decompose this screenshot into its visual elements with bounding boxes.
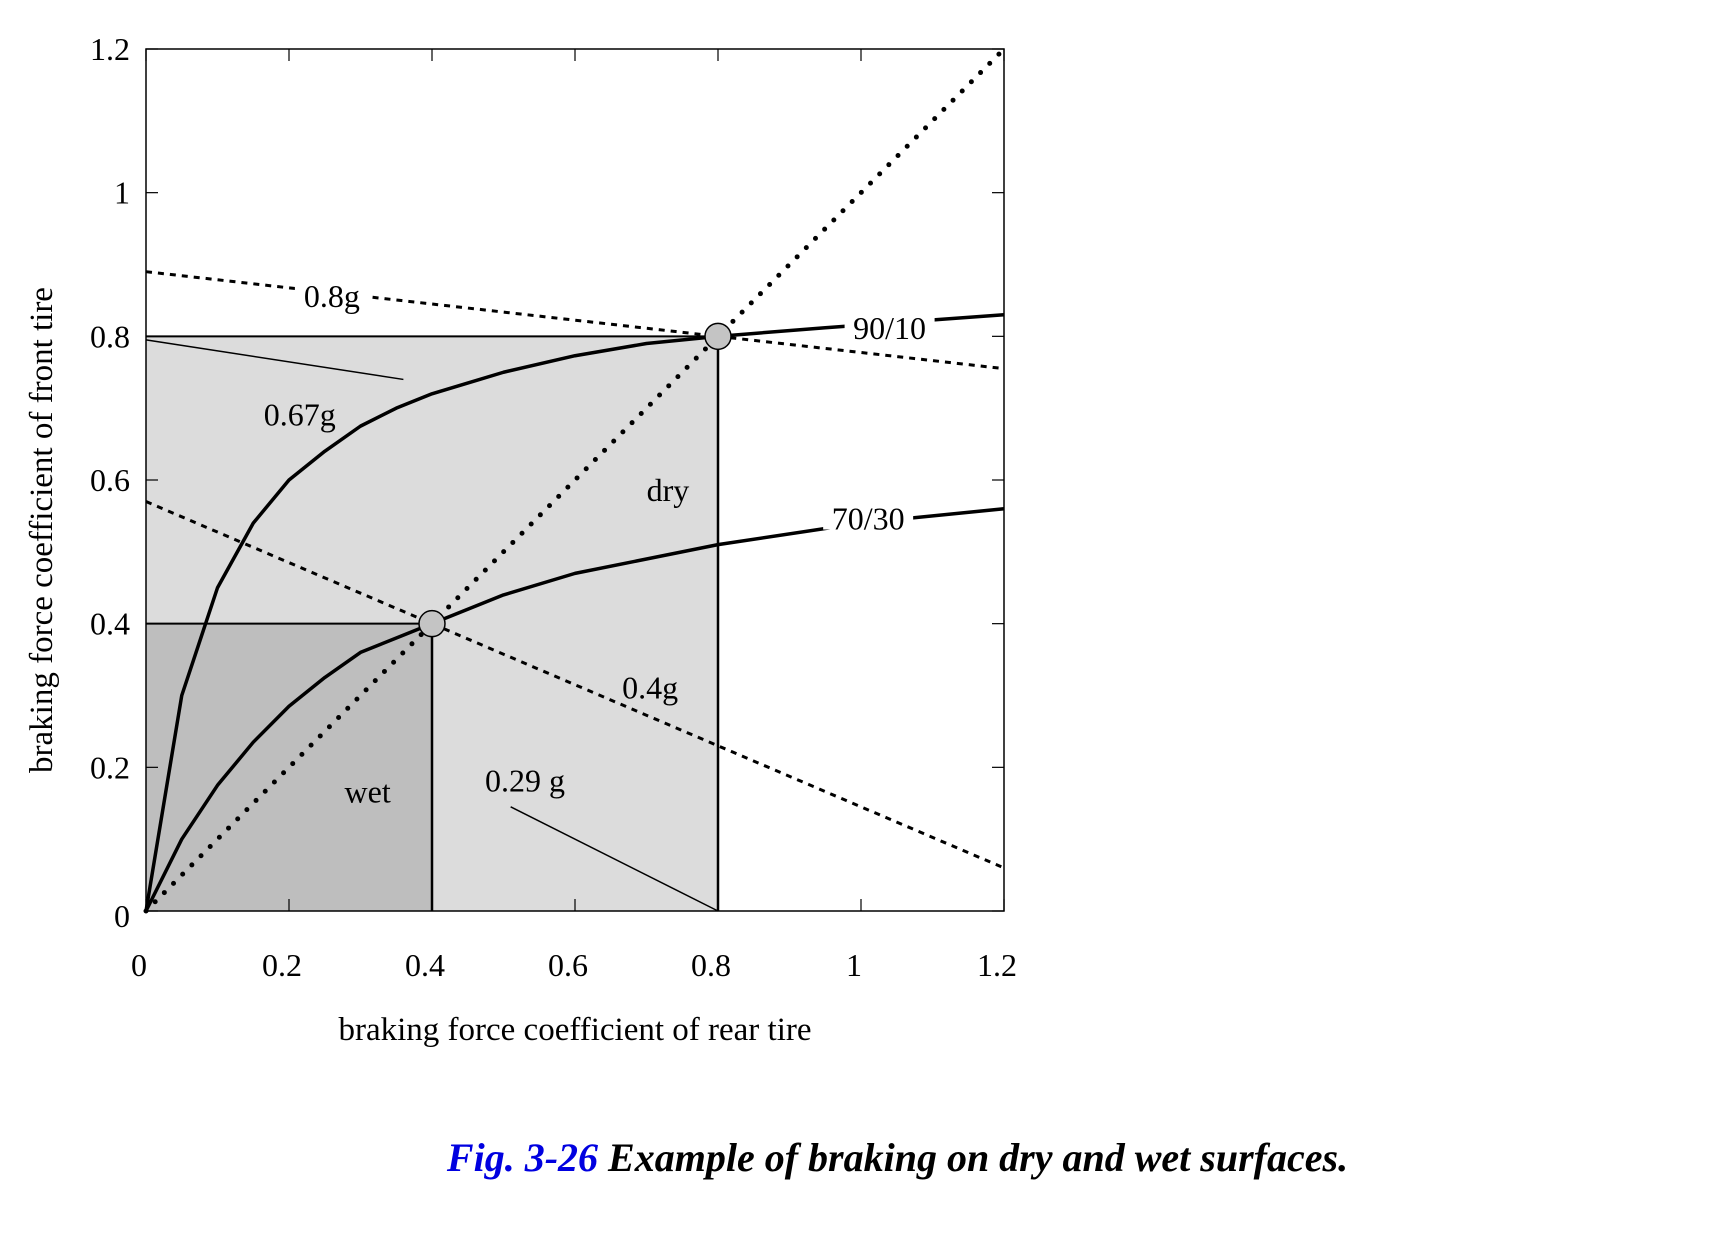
x-tick-label: 0.8: [691, 947, 731, 983]
series-line-70-30: [144, 506, 1005, 912]
series-line-ideal: [143, 46, 1007, 914]
y-tick-label: 0.2: [90, 749, 130, 785]
annotation-label: wet: [345, 773, 391, 809]
annotation-leader: [510, 806, 719, 912]
figure-caption: Fig. 3-26 Example of braking on dry and …: [0, 1134, 1712, 1181]
series-line-90-10: [144, 313, 1005, 912]
region-wet: [146, 623, 432, 911]
annotation-leader: [145, 339, 404, 381]
annotation-label: 0.8g: [304, 278, 360, 314]
annotation-label: 0.67g: [264, 396, 336, 432]
annotation-label: dry: [647, 472, 690, 508]
x-tick-label: 1.2: [977, 947, 1017, 983]
annotation-bg: [844, 307, 935, 340]
annotation-label: 0.29 g: [485, 763, 565, 799]
caption-number: Fig. 3-26: [446, 1135, 599, 1180]
y-tick-label: 0.6: [90, 462, 130, 498]
y-axis-label: braking force coefficient of front tire: [24, 287, 60, 773]
x-axis-label: braking force coefficient of rear tire: [338, 1012, 811, 1048]
y-tick-label: 1: [114, 175, 130, 211]
annotation-bg: [823, 497, 914, 530]
intersection-point: [418, 609, 446, 638]
y-tick-label: 0.8: [90, 318, 130, 354]
annotation-bg: [294, 274, 369, 307]
annotation-label: 90/10: [853, 310, 926, 346]
caption-text: Example of braking on dry and wet surfac…: [598, 1135, 1349, 1180]
annotation-label: 0.4g: [622, 669, 678, 705]
intersection-point: [704, 322, 732, 351]
x-tick-label: 1: [846, 947, 862, 983]
x-tick-label: 0.2: [262, 947, 302, 983]
x-tick-label: 0.6: [548, 947, 588, 983]
y-tick-label: 1.2: [90, 31, 130, 67]
x-tick-label: 0.4: [405, 947, 445, 983]
y-tick-label: 0.4: [90, 606, 130, 642]
y-tick-label: 0: [114, 898, 130, 934]
x-tick-label: 0: [131, 947, 147, 983]
annotation-label: 70/30: [832, 501, 905, 537]
